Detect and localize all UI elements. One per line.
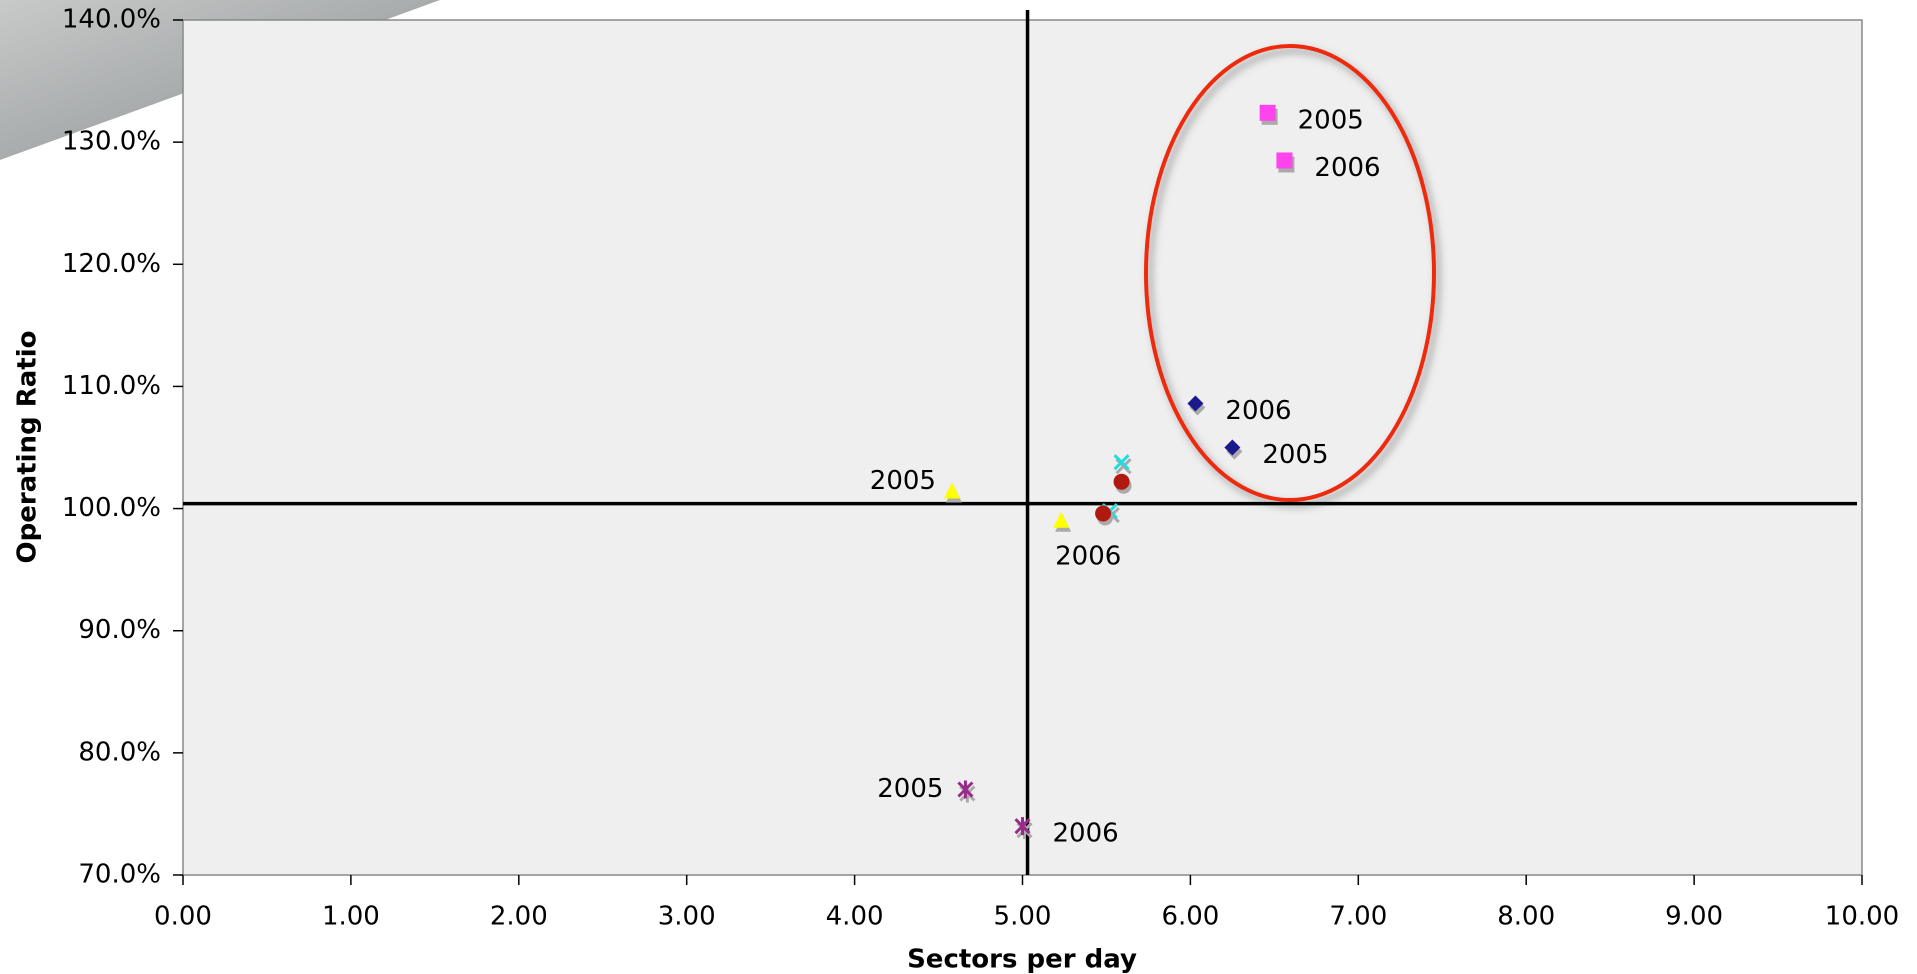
x-tick-label: 0.00 [154,902,212,932]
data-label: 2006 [1055,541,1121,571]
x-axis-title: Sectors per day [907,945,1137,974]
data-label: 2006 [1314,153,1380,183]
data-label: 2005 [870,466,936,496]
x-tick-label: 9.00 [1665,902,1723,932]
point [957,780,974,799]
x-tick-label: 6.00 [1161,902,1219,932]
y-tick-label: 70.0% [78,860,161,890]
plot-area [182,19,1863,876]
y-tick-label: 140.0% [62,5,161,35]
point [1259,104,1276,121]
x-tick-label: 1.00 [322,902,380,932]
data-label: 2006 [1053,819,1119,849]
y-tick-label: 110.0% [62,371,161,401]
point [1276,152,1293,169]
x-tick-label: 4.00 [826,902,884,932]
highlight-ellipse [1144,44,1436,502]
x-tick-label: 8.00 [1497,902,1555,932]
point [1187,395,1204,412]
point [1113,473,1130,490]
point [1095,505,1112,522]
data-label: 2005 [1262,440,1328,470]
point [1224,439,1241,456]
point [1113,454,1130,471]
data-label: 2005 [1298,105,1364,135]
y-tick-label: 90.0% [78,615,161,645]
x-tick-label: 5.00 [994,902,1052,932]
y-tick-label: 130.0% [62,127,161,157]
data-label: 2005 [877,774,943,804]
x-tick-label: 10.00 [1825,902,1899,932]
x-tick-label: 2.00 [490,902,548,932]
data-label: 2006 [1225,396,1291,426]
point [1053,511,1070,528]
point [1014,817,1031,836]
x-tick-label: 3.00 [658,902,716,932]
point [943,482,960,499]
y-tick-label: 100.0% [62,493,161,523]
y-tick-label: 120.0% [62,249,161,279]
y-axis-title: Operating Ratio [13,331,43,564]
x-tick-label: 7.00 [1329,902,1387,932]
y-tick-label: 80.0% [78,737,161,767]
